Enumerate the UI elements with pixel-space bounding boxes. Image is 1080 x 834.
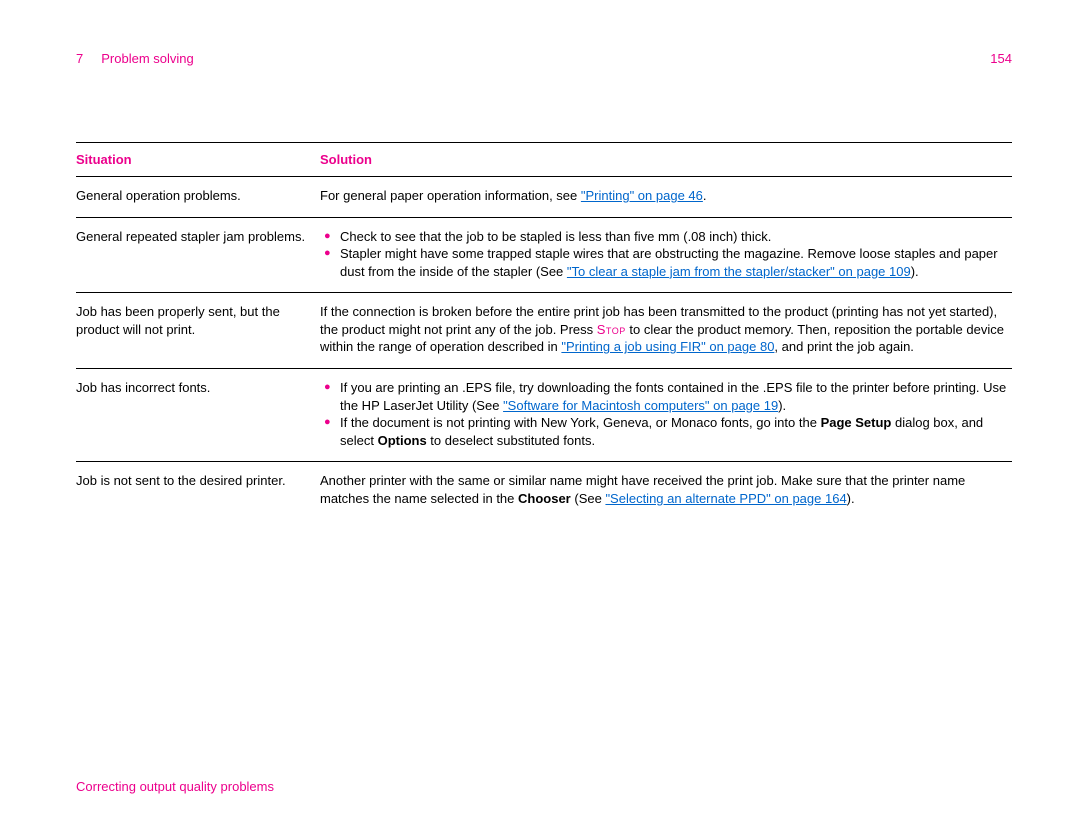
table-header-row: Situation Solution bbox=[76, 142, 1012, 178]
link-ppd[interactable]: "Selecting an alternate PPD" on page 164 bbox=[605, 491, 846, 506]
bold-text: Chooser bbox=[518, 491, 571, 506]
page-number: 154 bbox=[990, 50, 1012, 68]
solution-text: ). bbox=[778, 398, 786, 413]
situation-cell: Job has been properly sent, but the prod… bbox=[76, 303, 320, 356]
stop-label: Stop bbox=[597, 322, 626, 337]
bold-text: Page Setup bbox=[821, 415, 892, 430]
bullet-icon: ● bbox=[320, 379, 340, 414]
solution-cell: For general paper operation information,… bbox=[320, 187, 1012, 205]
link-staple-jam[interactable]: "To clear a staple jam from the stapler/… bbox=[567, 264, 911, 279]
situation-cell: General repeated stapler jam problems. bbox=[76, 228, 320, 281]
solution-text: For general paper operation information,… bbox=[320, 188, 581, 203]
solution-text: , and print the job again. bbox=[774, 339, 914, 354]
solution-text: (See bbox=[571, 491, 606, 506]
solution-cell: Another printer with the same or similar… bbox=[320, 472, 1012, 507]
table-row: Job is not sent to the desired printer. … bbox=[76, 462, 1012, 519]
table-row: Job has been properly sent, but the prod… bbox=[76, 293, 1012, 369]
bullet-text: If you are printing an .EPS file, try do… bbox=[340, 379, 1012, 414]
column-header-situation: Situation bbox=[76, 151, 320, 169]
bullet-icon: ● bbox=[320, 228, 340, 246]
solution-cell: If the connection is broken before the e… bbox=[320, 303, 1012, 356]
column-header-solution: Solution bbox=[320, 151, 1012, 169]
link-fir[interactable]: "Printing a job using FIR" on page 80 bbox=[561, 339, 774, 354]
bold-text: Options bbox=[378, 433, 427, 448]
table-row: General repeated stapler jam problems. ●… bbox=[76, 218, 1012, 294]
solution-text: . bbox=[703, 188, 707, 203]
situation-cell: Job is not sent to the desired printer. bbox=[76, 472, 320, 507]
solution-text: to deselect substituted fonts. bbox=[427, 433, 595, 448]
solution-cell: ● Check to see that the job to be staple… bbox=[320, 228, 1012, 281]
chapter-number: 7 bbox=[76, 50, 83, 68]
solution-text: ). bbox=[847, 491, 855, 506]
solution-cell: ● If you are printing an .EPS file, try … bbox=[320, 379, 1012, 449]
link-printing[interactable]: "Printing" on page 46 bbox=[581, 188, 703, 203]
link-software-mac[interactable]: "Software for Macintosh computers" on pa… bbox=[503, 398, 778, 413]
bullet-icon: ● bbox=[320, 245, 340, 280]
bullet-text: Check to see that the job to be stapled … bbox=[340, 228, 1012, 246]
bullet-text: If the document is not printing with New… bbox=[340, 414, 1012, 449]
situation-cell: General operation problems. bbox=[76, 187, 320, 205]
solution-text: ). bbox=[911, 264, 919, 279]
bullet-text: Stapler might have some trapped staple w… bbox=[340, 245, 1012, 280]
page-header: 7 Problem solving 154 bbox=[76, 50, 1012, 68]
situation-cell: Job has incorrect fonts. bbox=[76, 379, 320, 449]
bullet-icon: ● bbox=[320, 414, 340, 449]
table-row: Job has incorrect fonts. ● If you are pr… bbox=[76, 369, 1012, 462]
chapter-title: Problem solving bbox=[101, 50, 194, 68]
table-row: General operation problems. For general … bbox=[76, 177, 1012, 218]
solution-text: If the document is not printing with New… bbox=[340, 415, 821, 430]
footer-link[interactable]: Correcting output quality problems bbox=[76, 778, 274, 796]
